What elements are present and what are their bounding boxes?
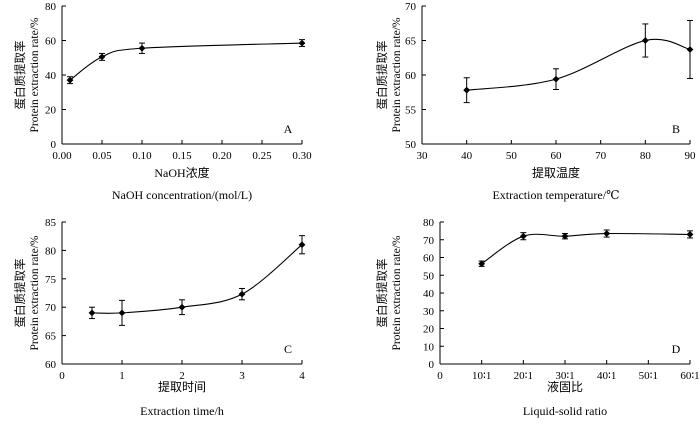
panel-d-data-point — [519, 232, 527, 240]
panel-b-series-line — [466, 38, 691, 91]
panel-c-y-tick-label: 85 — [45, 217, 57, 229]
panel-b-letter: B — [672, 122, 680, 136]
panel-b-y-title-en: Protein extraction rate/% — [391, 17, 403, 132]
panel-b-x-title-cn: 提取温度 — [532, 165, 580, 180]
panel-d-y-tick-label: 80 — [423, 217, 435, 229]
panel-d-y-title-cn: 蛋白质提取率 — [375, 259, 389, 328]
panel-b-data-point — [686, 46, 694, 53]
panel-a-y-tick-label: 0 — [51, 139, 57, 151]
panel-a-data-point — [138, 44, 146, 52]
panel-d-data-point — [478, 260, 486, 268]
panel-a-series-line — [69, 42, 303, 81]
panel-b-y-tick-label: 60 — [405, 70, 417, 82]
panel-d-y-tick-label: 0 — [429, 359, 435, 371]
panel-b-x-tick-label: 70 — [595, 150, 607, 162]
panel-d-letter: D — [672, 342, 681, 356]
panel-b-y-tick-label: 50 — [405, 139, 417, 151]
panel-d-y-tick-label: 50 — [423, 270, 435, 282]
panel-d-x-tick-label: 50∶1 — [639, 370, 658, 382]
panel-a-data-point — [66, 76, 74, 84]
panel-b-x-tick-label: 50 — [506, 150, 518, 162]
panel-a-y-tick-label: 60 — [45, 36, 57, 48]
panel-c-data-point — [298, 241, 306, 249]
panel-a-x-tick-label: 0.00 — [52, 150, 72, 162]
panel-a-y-tick-label: 20 — [45, 105, 57, 117]
panel-a-y-tick-label: 80 — [45, 1, 57, 13]
panel-c-x-tick-label: 3 — [239, 370, 245, 382]
panel-c-y-tick-label: 65 — [45, 331, 57, 343]
panel-d-data-point — [561, 232, 569, 240]
panel-b-data-point — [552, 75, 560, 83]
panel-d-y-tick-label: 20 — [423, 324, 435, 336]
panel-b-x-tick-label: 80 — [640, 150, 652, 162]
panel-a-x-tick-label: 0.15 — [172, 150, 192, 162]
panel-b-data-point — [463, 86, 471, 94]
panel-b-y-tick-label: 55 — [405, 105, 417, 117]
panel-c-y-tick-label: 75 — [45, 274, 57, 286]
panel-b-y-title-cn: 蛋白质提取率 — [375, 41, 389, 110]
panel-c-data-point — [88, 309, 96, 317]
panel-b-x-title-en: Extraction temperature/℃ — [492, 188, 619, 202]
panel-b-y-tick-label: 70 — [405, 1, 417, 13]
panel-b-y-tick-label: 65 — [405, 36, 417, 48]
panel-d-y-tick-label: 40 — [423, 288, 435, 300]
panel-d-x-title-cn: 液固比 — [547, 379, 583, 394]
panel-a-y-title-en: Protein extraction rate/% — [29, 17, 41, 132]
panel-c-y-tick-label: 70 — [45, 302, 57, 314]
panel-a-y-tick-label: 40 — [45, 70, 57, 82]
panel-b-x-tick-label: 40 — [461, 150, 473, 162]
panel-b-x-tick-label: 90 — [685, 150, 697, 162]
panel-c-data-point — [178, 303, 186, 311]
panel-a-x-tick-label: 0.25 — [252, 150, 272, 162]
panel-d-y-title-en: Protein extraction rate/% — [391, 235, 403, 350]
panel-c-x-tick-label: 1 — [119, 370, 125, 382]
panel-a-x-title-cn: NaOH浓度 — [154, 165, 209, 180]
panel-d-x-tick-label: 30∶1 — [555, 370, 574, 382]
panel-d-x-tick-label: 60∶1 — [680, 370, 699, 382]
panel-c-data-point — [118, 309, 126, 317]
panel-b-x-tick-label: 60 — [551, 150, 563, 162]
panel-c-y-tick-label: 80 — [45, 245, 57, 257]
panel-c-x-title-en: Extraction time/h — [140, 404, 224, 418]
panel-d-y-tick-label: 70 — [423, 235, 435, 247]
panel-a-letter: A — [284, 122, 293, 136]
panel-c-y-title-en: Protein extraction rate/% — [29, 235, 41, 350]
panel-c-x-title-cn: 提取时间 — [158, 379, 206, 394]
panel-a-data-point — [298, 39, 306, 47]
panel-c-y-tick-label: 60 — [45, 359, 57, 371]
panel-a-y-title-cn: 蛋白质提取率 — [13, 41, 27, 110]
panel-d-x-tick-label: 10∶1 — [472, 370, 491, 382]
panel-c-data-point — [238, 290, 246, 298]
panel-d-x-tick-label: 40∶1 — [597, 370, 616, 382]
panel-d-y-tick-label: 60 — [423, 253, 435, 265]
panel-a-x-tick-label: 0.30 — [292, 150, 312, 162]
panel-a-x-tick-label: 0.05 — [92, 150, 112, 162]
panel-b-x-tick-label: 30 — [417, 150, 429, 162]
panel-a-data-point — [98, 53, 106, 61]
panel-d-series-line — [481, 232, 691, 265]
panel-d-x-tick-label: 0 — [437, 370, 443, 382]
panel-d-y-tick-label: 10 — [423, 341, 435, 353]
panel-d-x-title-en: Liquid-solid ratio — [523, 404, 607, 418]
panel-c-series-line — [91, 244, 303, 314]
panel-d-x-tick-label: 20∶1 — [514, 370, 533, 382]
panel-a-x-title-en: NaOH concentration/(mol/L) — [112, 188, 252, 202]
panel-a-x-tick-label: 0.10 — [132, 150, 152, 162]
panel-b-data-point — [641, 37, 649, 44]
panel-c-letter: C — [284, 342, 292, 356]
panel-d-data-point — [603, 230, 611, 237]
panel-c-x-tick-label: 0 — [59, 370, 65, 382]
panel-a-x-tick-label: 0.20 — [212, 150, 232, 162]
panel-c-x-tick-label: 2 — [179, 370, 185, 382]
panel-d-data-point — [686, 231, 694, 238]
panel-d-y-tick-label: 30 — [423, 306, 435, 318]
panel-c-x-tick-label: 4 — [299, 370, 305, 382]
panel-c-y-title-cn: 蛋白质提取率 — [13, 259, 27, 328]
